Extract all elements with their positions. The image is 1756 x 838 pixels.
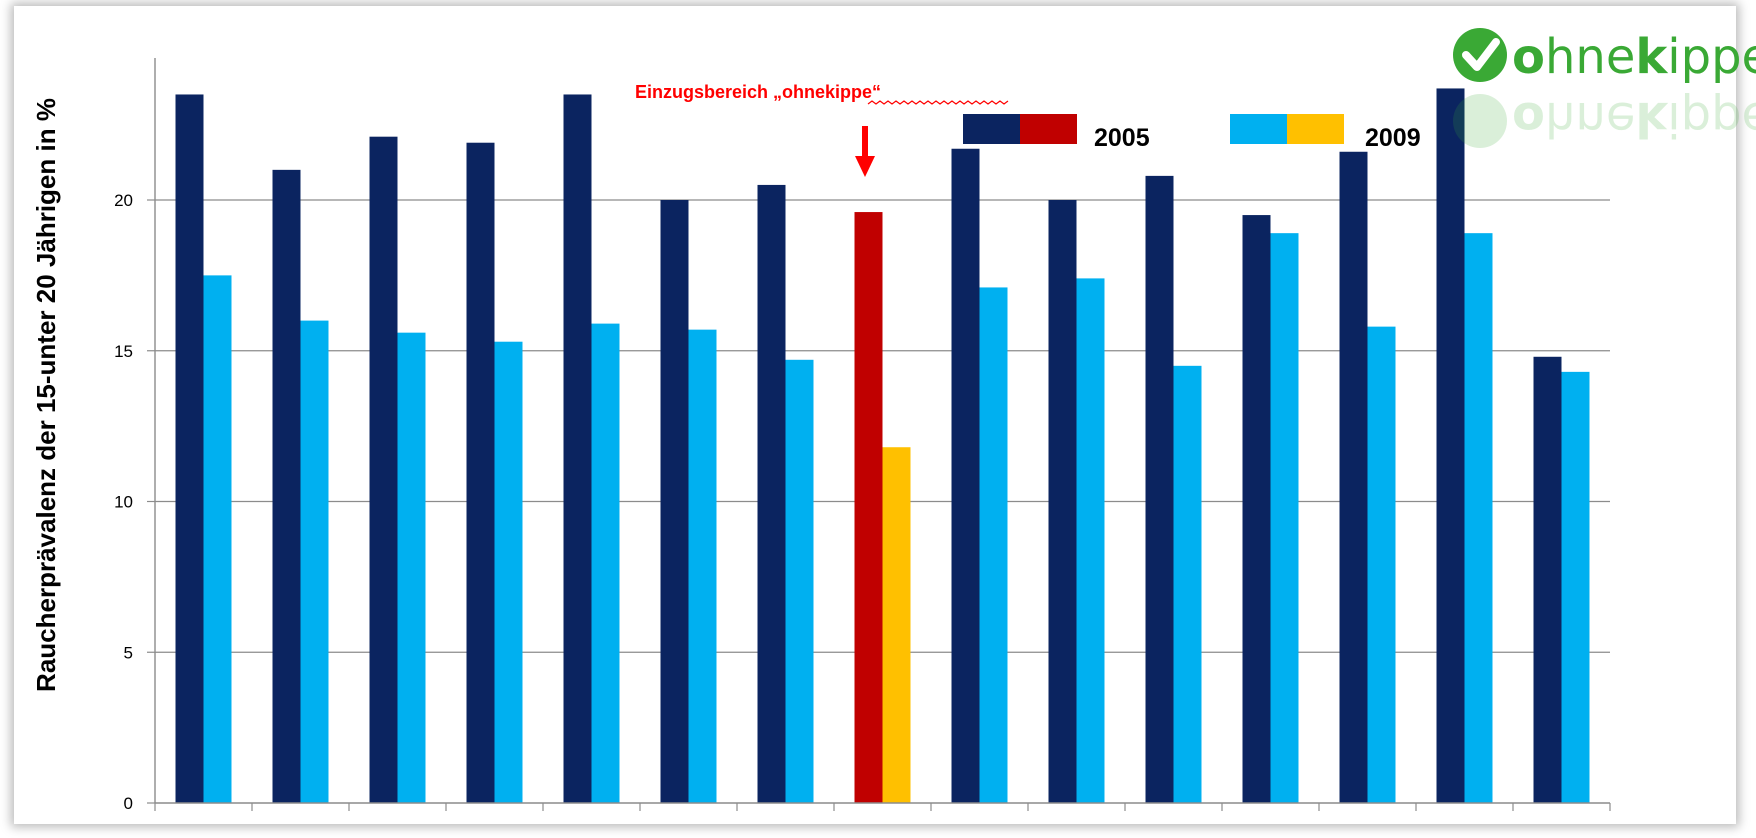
logo-reflection: ohnekippe [1453, 91, 1756, 148]
legend-entry-2005: 2005 [963, 114, 1150, 152]
bar-2009-4 [494, 341, 523, 803]
bar-2005-4 [466, 142, 495, 804]
bar-2005-11 [1145, 175, 1174, 803]
y-tick-label: 5 [124, 643, 133, 662]
bar-2009-9 [979, 287, 1008, 803]
svg-text:ohnekippe: ohnekippe [1512, 91, 1756, 147]
legend-swatch [963, 114, 1020, 144]
bar-2009-5 [591, 323, 620, 803]
legend-swatch [1230, 114, 1287, 144]
y-axis-label: Raucherprävalenz der 15-unter 20 Jährige… [31, 98, 61, 692]
bar-2009-12 [1270, 233, 1299, 804]
bar-2005-14 [1436, 88, 1465, 803]
bar-2009-15 [1561, 371, 1590, 803]
bar-2009-3 [397, 332, 426, 803]
bar-2009-6 [688, 329, 717, 803]
bar-2009-10 [1076, 278, 1105, 803]
bar-2005-1 [175, 94, 204, 804]
bar-2005-10 [1048, 200, 1077, 803]
down-arrow-icon [855, 126, 875, 177]
bar-2005-5 [563, 94, 592, 804]
bar-2005-13 [1339, 151, 1368, 803]
bar-2009-8 [882, 447, 911, 803]
bar-2009-1 [203, 275, 232, 803]
legend-swatch [1020, 114, 1077, 144]
checkmark-circle-icon [1453, 28, 1507, 82]
bar-2005-15 [1533, 356, 1562, 803]
y-tick-label: 15 [114, 342, 133, 361]
annotation-text: Einzugsbereich „ohnekippe“ [635, 82, 881, 102]
bar-2009-11 [1173, 365, 1202, 803]
bar-2005-6 [660, 200, 689, 803]
bar-2009-14 [1464, 233, 1493, 804]
legend: 2005 2009 [963, 114, 1421, 152]
y-tick-label: 20 [114, 191, 133, 210]
bar-2009-13 [1367, 326, 1396, 803]
bars [175, 88, 1590, 804]
logo-text: ohnekippe [1512, 29, 1756, 85]
bar-2005-9 [951, 148, 980, 803]
legend-label: 2009 [1365, 124, 1421, 152]
bar-2009-2 [300, 320, 329, 803]
y-tick-label: 0 [124, 794, 133, 813]
bar-2009-7 [785, 359, 814, 803]
y-tick-labels: 0 5 10 15 20 [114, 191, 133, 813]
bar-2005-7 [757, 184, 786, 804]
annotation: Einzugsbereich „ohnekippe“ [635, 82, 1009, 177]
axes [154, 58, 1611, 811]
bar-2005-3 [369, 136, 398, 803]
legend-label: 2005 [1094, 124, 1150, 152]
annotation-underline [867, 100, 1009, 105]
ohnekippe-logo: ohnekippe ohnekippe [1453, 28, 1756, 148]
bar-2005-2 [272, 169, 301, 804]
bar-2005-12 [1242, 215, 1271, 803]
y-tick-label: 10 [114, 493, 133, 512]
legend-swatch [1287, 114, 1344, 144]
bar-2005-8 [854, 212, 883, 803]
legend-entry-2009: 2009 [1230, 114, 1421, 152]
